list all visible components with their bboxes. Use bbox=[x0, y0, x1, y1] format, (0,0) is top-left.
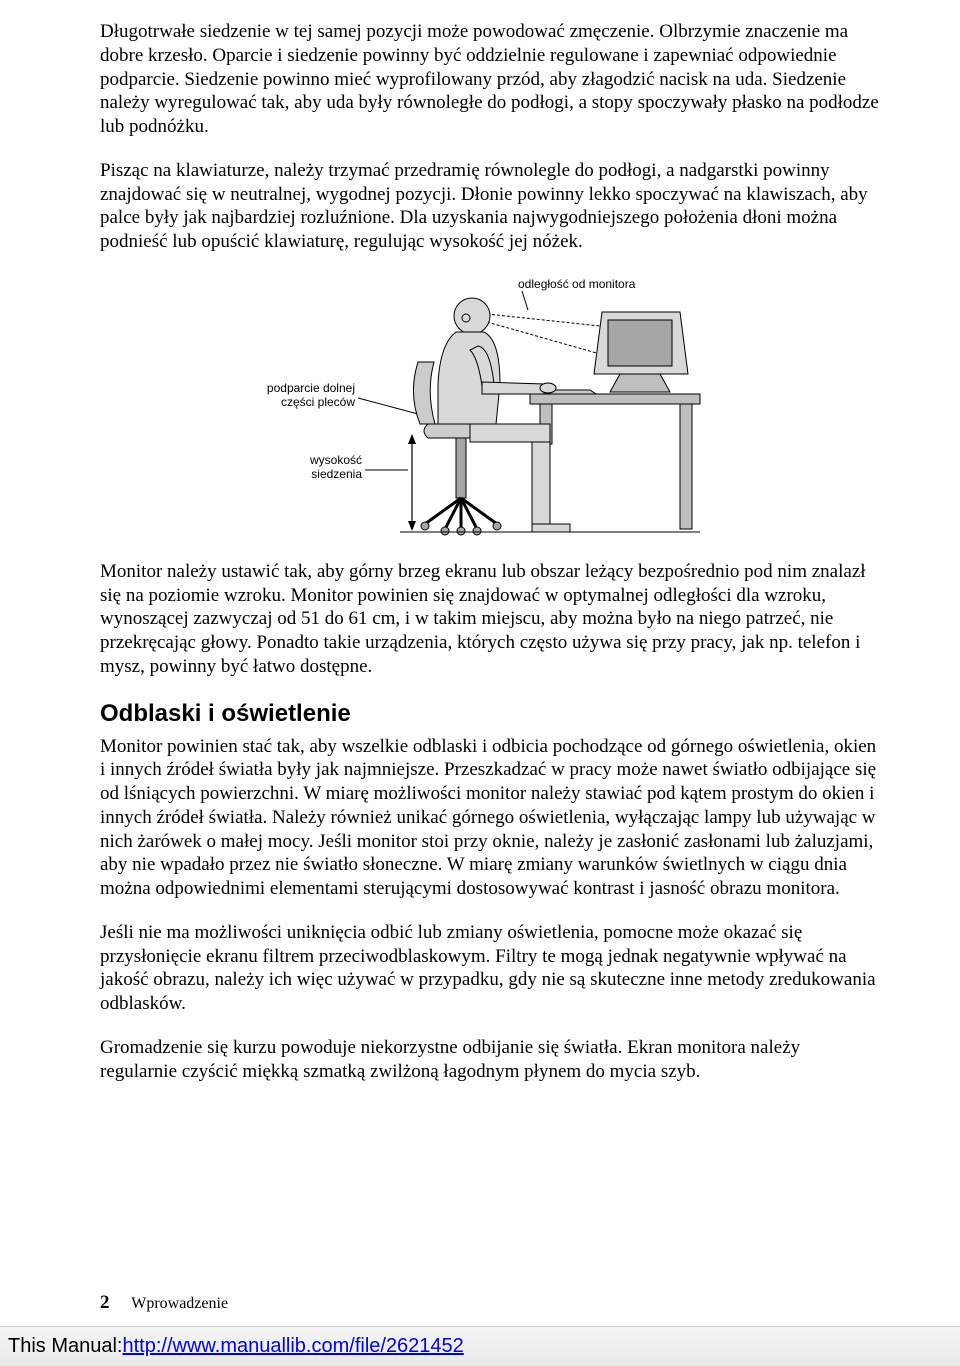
paragraph-6: Gromadzenie się kurzu powoduje niekorzys… bbox=[100, 1036, 880, 1084]
label-backrest-l1: podparcie dolnej bbox=[267, 381, 355, 395]
source-link[interactable]: http://www.manuallib.com/file/2621452 bbox=[123, 1335, 464, 1358]
paragraph-2: Pisząc na klawiaturze, należy trzymać pr… bbox=[100, 159, 880, 254]
label-distance: odległość od monitora bbox=[518, 277, 636, 291]
section-name: Wprowadzenie bbox=[131, 1295, 228, 1312]
source-bar: This Manual: http://www.manuallib.com/fi… bbox=[0, 1326, 960, 1366]
paragraph-1: Długotrwałe siedzenie w tej samej pozycj… bbox=[100, 20, 880, 139]
page-number: 2 bbox=[100, 1292, 110, 1313]
source-prefix: This Manual: bbox=[8, 1335, 123, 1358]
paragraph-5: Jeśli nie ma możliwości uniknięcia odbić… bbox=[100, 921, 880, 1016]
ergonomics-figure: odległość od monitora podparcie dolnej c… bbox=[100, 274, 880, 544]
heading-glare: Odblaski i oświetlenie bbox=[100, 699, 880, 729]
page-footer: 2 Wprowadzenie bbox=[100, 1292, 228, 1314]
label-seat-l2: siedzenia bbox=[311, 467, 362, 481]
label-seat-l1: wysokość bbox=[309, 453, 362, 467]
label-backrest-l2: części pleców bbox=[281, 395, 355, 409]
paragraph-4: Monitor powinien stać tak, aby wszelkie … bbox=[100, 735, 880, 901]
paragraph-3: Monitor należy ustawić tak, aby górny br… bbox=[100, 560, 880, 679]
